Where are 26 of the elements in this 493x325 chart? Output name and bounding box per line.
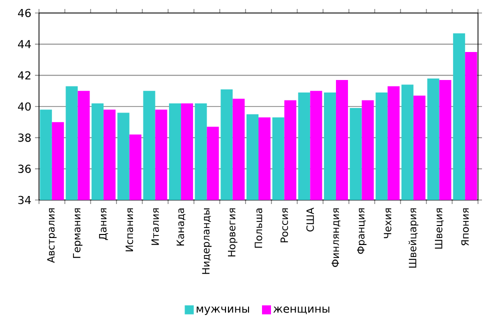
y-tick-label: 44 — [18, 40, 31, 48]
legend-label: мужчины — [196, 306, 250, 315]
x-tick-label: Испания — [126, 208, 134, 252]
x-tick-label: Польша — [254, 208, 262, 248]
x-tick-label: Италия — [151, 208, 159, 245]
x-tick-label: Германия — [73, 208, 82, 258]
x-tick-label: Япония — [461, 208, 469, 246]
x-tick-label: Норвегия — [228, 208, 238, 256]
x-tick-label: Швеция — [434, 208, 444, 249]
y-tick-label: 40 — [18, 102, 31, 111]
y-tick-label: 34 — [18, 196, 31, 204]
y-tick-label: 42 — [18, 71, 30, 80]
x-tick-label: Франция — [357, 208, 366, 254]
x-tick-label: Чехия — [384, 208, 392, 238]
x-tick-label: Австралия — [47, 208, 57, 263]
legend-label: женщины — [273, 306, 330, 314]
x-tick-label: Финляндия — [332, 208, 340, 267]
y-tick-label: 36 — [18, 164, 31, 173]
x-tick-label: Россия — [280, 208, 288, 242]
x-tick-label: Швейцария — [408, 208, 418, 268]
y-tick-label: 46 — [18, 8, 31, 18]
x-tick-label: Дания — [99, 208, 108, 240]
x-tick-label: США — [306, 208, 314, 232]
x-tick-label: Нидерланды — [202, 208, 212, 274]
x-tick-label: Канада — [176, 208, 186, 246]
y-tick-label: 38 — [18, 134, 31, 142]
